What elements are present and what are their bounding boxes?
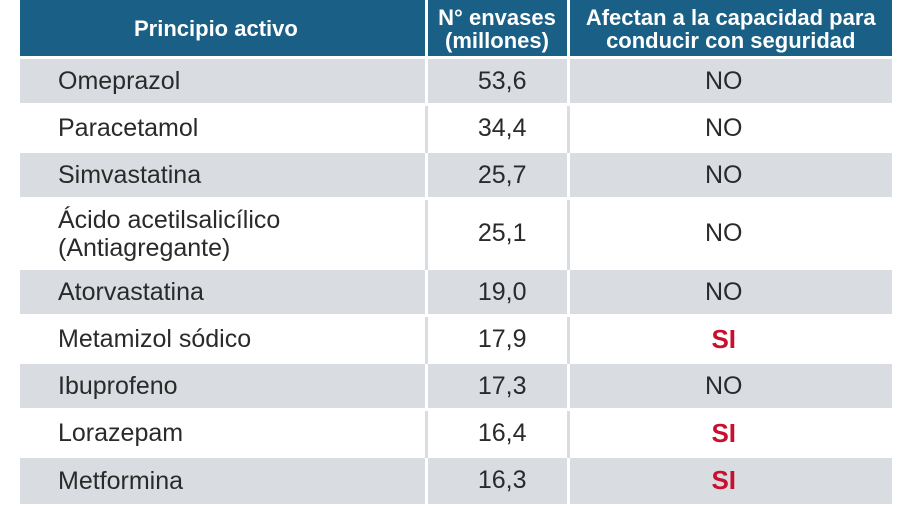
cell-envases: 25,7 (426, 150, 570, 199)
header-col3-line2: conducir con seguridad (606, 28, 856, 53)
cell-afecta-conduccion: SI (568, 314, 892, 363)
cell-principio-activo: Metamizol sódico (20, 314, 428, 363)
table-row: Lorazepam 16,4 SI (20, 408, 892, 457)
cell-principio-activo: Metformina (20, 455, 428, 504)
table-row: Metamizol sódico 17,9 SI (20, 314, 892, 363)
cell-principio-activo: Atorvastatina (20, 267, 428, 316)
drug-name: Ácido acetilsalicílico (58, 205, 281, 234)
table-row: Ibuprofeno 17,3 NO (20, 361, 892, 410)
header-afectan: Afectan a la capacidad para conducir con… (568, 0, 892, 58)
header-principio-activo: Principio activo (20, 0, 428, 58)
cell-afecta-conduccion: NO (568, 267, 892, 316)
drug-name: Metamizol sódico (58, 325, 252, 353)
afecta-si-badge: SI (711, 323, 737, 354)
envases-value: 16,3 (477, 466, 527, 495)
cell-envases: 16,4 (426, 408, 570, 457)
header-row: Principio activo N° envases (millones) A… (20, 0, 892, 58)
cell-principio-activo: Simvastatina (20, 150, 428, 199)
drug-name: Metformina (58, 466, 184, 495)
afecta-no-label: NO (705, 277, 743, 306)
envases-value: 34,4 (477, 113, 527, 142)
drug-name: Ibuprofeno (58, 372, 178, 400)
afecta-no-label: NO (705, 66, 743, 95)
cell-afecta-conduccion: NO (568, 361, 892, 410)
cell-envases: 17,3 (426, 361, 570, 410)
cell-principio-activo: Lorazepam (20, 408, 428, 457)
cell-envases: 25,1 (426, 197, 570, 269)
afecta-no-label: NO (705, 160, 743, 189)
cell-principio-activo: Omeprazol (20, 56, 428, 105)
cell-afecta-conduccion: NO (568, 197, 892, 269)
table-row: Simvastatina 25,7 NO (20, 150, 892, 199)
table-row: Metformina 16,3 SI (20, 455, 892, 504)
drug-name: Omeprazol (58, 67, 181, 95)
cell-afecta-conduccion: SI (568, 455, 892, 504)
cell-principio-activo: Ibuprofeno (20, 361, 428, 410)
envases-value: 17,3 (477, 371, 527, 400)
header-col2-line2: (millones) (445, 28, 549, 53)
cell-envases: 19,0 (426, 267, 570, 316)
afecta-no-label: NO (705, 113, 743, 142)
drug-name-qualifier: (Antiagregante) (58, 233, 231, 262)
afecta-si-badge: SI (711, 465, 737, 496)
cell-afecta-conduccion: SI (568, 408, 892, 457)
envases-value: 25,7 (477, 160, 527, 189)
table-row: Ácido acetilsalicílico (Antiagregante) 25,… (20, 197, 892, 269)
afecta-si-badge: SI (711, 417, 737, 448)
envases-value: 53,6 (477, 66, 527, 95)
envases-value: 17,9 (477, 324, 527, 353)
cell-principio-activo: Ácido acetilsalicílico (Antiagregante) (20, 197, 428, 269)
header-col3-line1: Afectan a la capacidad para (585, 5, 876, 30)
envases-value: 19,0 (477, 277, 527, 306)
cell-afecta-conduccion: NO (568, 56, 892, 105)
cell-afecta-conduccion: NO (568, 150, 892, 199)
header-col1-label: Principio activo (134, 15, 298, 41)
cell-envases: 16,3 (426, 455, 570, 504)
cell-envases: 17,9 (426, 314, 570, 363)
table-row: Atorvastatina 19,0 NO (20, 267, 892, 316)
table-row: Omeprazol 53,6 NO (20, 56, 892, 105)
cell-principio-activo: Paracetamol (20, 103, 428, 152)
medication-table: Principio activo N° envases (millones) A… (20, 0, 892, 504)
drug-name: Paracetamol (58, 114, 199, 142)
drug-name: Atorvastatina (58, 278, 204, 306)
envases-value: 25,1 (477, 219, 527, 247)
afecta-no-label: NO (705, 371, 743, 400)
table-row: Paracetamol 34,4 NO (20, 103, 892, 152)
cell-envases: 53,6 (426, 56, 570, 105)
afecta-no-label: NO (705, 219, 743, 247)
drug-name: Lorazepam (58, 419, 184, 447)
header-envases: N° envases (millones) (426, 0, 570, 58)
cell-envases: 34,4 (426, 103, 570, 152)
drug-name: Simvastatina (58, 161, 202, 189)
envases-value: 16,4 (477, 418, 527, 447)
cell-afecta-conduccion: NO (568, 103, 892, 152)
header-col2-line1: N° envases (438, 5, 556, 30)
